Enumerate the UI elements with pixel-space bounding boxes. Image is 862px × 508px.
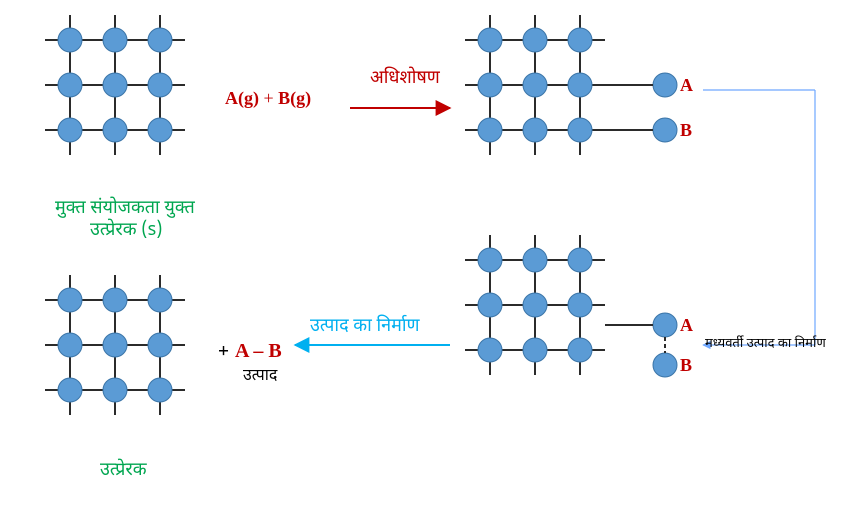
lattice-tl-caption-line1: मुक्त संयोजकता युक्त [55,198,195,221]
plus-sign: + [218,340,229,366]
svg-text:A: A [680,75,693,95]
arrow-adsorption-label: अधिशोषण [370,68,440,91]
svg-text:B: B [680,355,692,375]
arrow-product-label: उत्पाद का निर्माण [310,316,420,339]
svg-text:A: A [680,315,693,335]
svg-text:B: B [680,120,692,140]
lattice-tl-caption-line2: उत्प्रेरक (s) [90,220,163,243]
product-ab: A – B [235,340,282,363]
flow-label: मध्यवर्ती उत्पाद का निर्माण [705,336,826,353]
product-sub: उत्पाद [243,366,277,387]
equation-ag-bg: A(g) + B(g) [225,88,311,109]
lattice-bl-caption: उत्प्रेरक [100,460,147,483]
